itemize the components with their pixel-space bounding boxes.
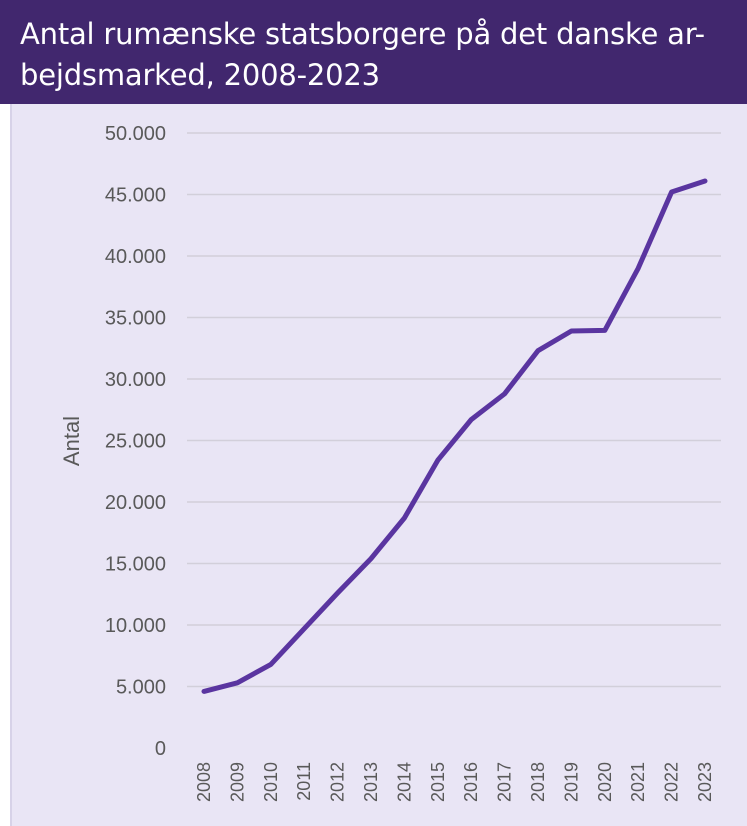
x-tick-label: 2014 xyxy=(394,762,414,802)
x-tick-label: 2021 xyxy=(628,762,648,802)
gridlines xyxy=(187,132,721,688)
x-tick-label: 2017 xyxy=(495,762,515,802)
y-tick-label: 30.000 xyxy=(105,369,166,391)
y-tick-label: 40.000 xyxy=(105,246,166,268)
x-tick-label: 2010 xyxy=(261,762,281,802)
x-tick-label: 2009 xyxy=(227,762,247,802)
y-tick-label: 15.000 xyxy=(105,554,166,576)
chart-panel xyxy=(10,104,747,826)
y-tick-label: 0 xyxy=(155,738,166,760)
y-axis: 0 5.000 10.000 15.000 20.000 25.000 30.000 35.0… xyxy=(105,123,166,760)
chart-title: Antal rumænske statsborgere på det dansk… xyxy=(20,17,705,92)
x-tick-label: 2011 xyxy=(294,762,314,801)
y-tick-label: 25.000 xyxy=(105,431,166,453)
y-tick-label: 20.000 xyxy=(105,492,166,514)
series-line xyxy=(201,178,708,694)
y-tick-label: 45.000 xyxy=(105,185,166,207)
x-tick-label: 2012 xyxy=(328,762,348,802)
y-tick-label: 10.000 xyxy=(105,615,166,637)
y-tick-label: 50.000 xyxy=(105,123,166,145)
x-tick-label: 2018 xyxy=(528,762,548,802)
y-axis-label: Antal xyxy=(59,416,84,466)
x-axis: 2008 2009 2010 2011 2012 2013 2014 2015 2016 2017… xyxy=(194,762,715,802)
x-tick-label: 2020 xyxy=(595,762,615,802)
title-bar: Antal rumænske statsborgere på det dansk… xyxy=(0,0,747,104)
x-tick-label: 2023 xyxy=(695,762,715,802)
x-tick-label: 2016 xyxy=(461,762,481,802)
series-layer xyxy=(201,178,708,694)
x-tick-label: 2015 xyxy=(428,762,448,802)
y-tick-label: 35.000 xyxy=(105,308,166,330)
x-tick-label: 2013 xyxy=(361,762,381,802)
x-tick-label: 2019 xyxy=(561,762,581,802)
x-tick-label: 2008 xyxy=(194,762,214,802)
x-tick-label: 2022 xyxy=(662,762,682,802)
y-tick-label: 5.000 xyxy=(116,677,166,699)
